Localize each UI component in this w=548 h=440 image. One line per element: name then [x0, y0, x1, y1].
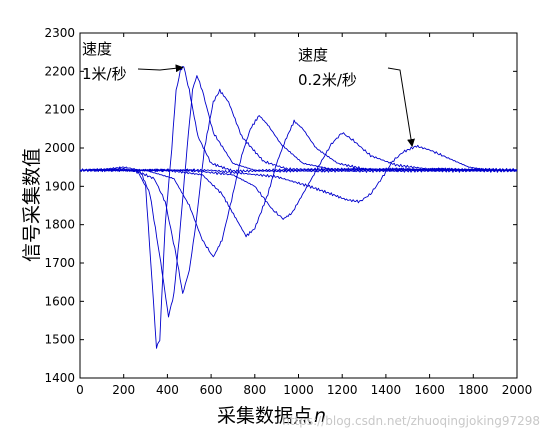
- x-tick-label-2: 400: [156, 383, 179, 397]
- watermark: https://blog.csdn.net/zhuoqingjoking9729…: [282, 414, 540, 428]
- y-tick-label-1: 1500: [44, 333, 75, 347]
- x-tick-label-1: 200: [112, 383, 135, 397]
- x-tick-label-3: 600: [200, 383, 223, 397]
- series-line-6: [79, 144, 518, 204]
- annotation-1-line-0: 速度: [298, 46, 328, 64]
- y-tick-label-0: 1400: [44, 371, 75, 385]
- y-tick-label-7: 2100: [44, 103, 75, 117]
- annotation-1-line-1: 0.2米/秒: [298, 71, 357, 89]
- y-tick-label-3: 1700: [44, 256, 75, 270]
- x-tick-label-7: 1400: [371, 383, 402, 397]
- tick-layer: 0 200 400 600 800 1000 1200 1400 1600 1800 2000 140…: [44, 26, 532, 397]
- y-tick-label-4: 1800: [44, 218, 75, 232]
- x-tick-label-5: 1000: [283, 383, 314, 397]
- annotation-0-line-0: 速度: [82, 40, 112, 58]
- annotation-0-arrow: [137, 64, 184, 73]
- x-axis-title: 采集数据点: [217, 405, 312, 427]
- series-line-3: [79, 115, 518, 258]
- annotation-layer: 速度 1米/秒 速度 0.2米/秒: [82, 40, 415, 148]
- y-tick-label-2: 1600: [44, 294, 75, 308]
- annotation-1-arrow: [387, 67, 415, 148]
- x-tick-label-0: 0: [76, 383, 84, 397]
- x-tick-label-4: 800: [243, 383, 266, 397]
- x-tick-label-10: 2000: [502, 383, 533, 397]
- x-tick-label-9: 1800: [458, 383, 489, 397]
- y-tick-label-6: 2000: [44, 141, 75, 155]
- series-line-5: [80, 132, 518, 220]
- y-tick-label-8: 2200: [44, 64, 75, 78]
- x-axis-variable: n: [314, 405, 326, 427]
- y-tick-label-9: 2300: [44, 26, 75, 40]
- x-tick-label-8: 1600: [414, 383, 445, 397]
- series-layer: [79, 65, 518, 349]
- x-tick-label-6: 1200: [327, 383, 358, 397]
- y-tick-label-5: 1900: [44, 179, 75, 193]
- y-axis-title: 信号采集数值: [21, 148, 43, 262]
- annotation-0-line-1: 1米/秒: [82, 65, 127, 83]
- plot-area: [79, 32, 518, 379]
